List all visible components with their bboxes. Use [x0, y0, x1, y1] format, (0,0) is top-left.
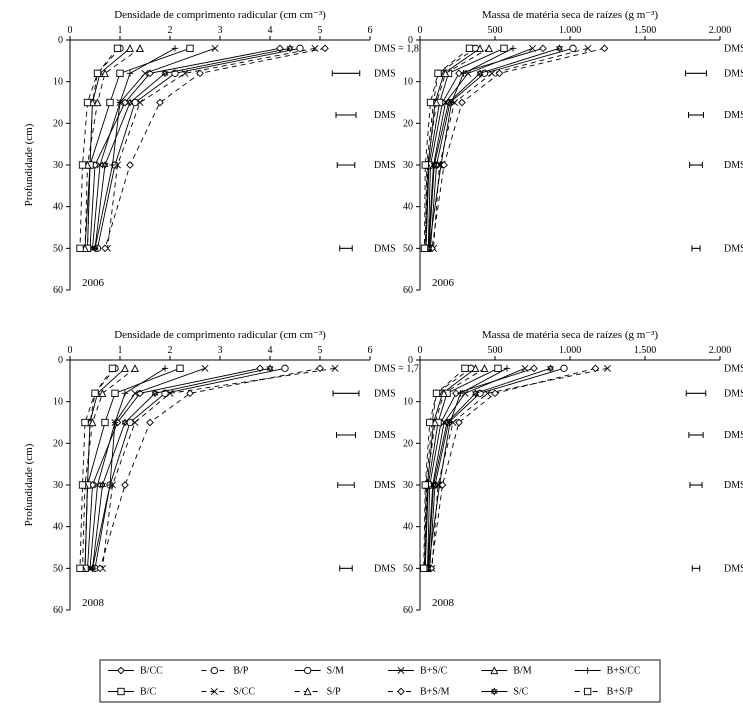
svg-text:3: 3	[218, 345, 223, 356]
figure-root: Densidade de comprimento radicular (cm c…	[0, 0, 743, 709]
svg-text:30: 30	[53, 160, 63, 171]
svg-text:DMS: DMS	[374, 563, 396, 574]
svg-text:50: 50	[403, 243, 413, 254]
svg-text:DMS: DMS	[374, 430, 396, 441]
svg-text:DMS: DMS	[374, 388, 396, 399]
svg-text:500: 500	[488, 25, 503, 36]
svg-text:40: 40	[53, 522, 63, 533]
svg-text:50: 50	[53, 563, 63, 574]
svg-text:6: 6	[368, 25, 373, 36]
svg-text:2008: 2008	[432, 597, 455, 609]
svg-text:S/P: S/P	[327, 687, 341, 698]
svg-text:3: 3	[218, 25, 223, 36]
svg-text:4: 4	[268, 345, 273, 356]
svg-text:0: 0	[58, 35, 63, 46]
svg-text:500: 500	[488, 345, 503, 356]
svg-text:DMS: DMS	[374, 68, 396, 79]
svg-text:0: 0	[58, 355, 63, 366]
svg-text:DMS: DMS	[724, 480, 743, 491]
svg-text:Densidade de comprimento radic: Densidade de comprimento radicular (cm c…	[114, 329, 326, 341]
svg-text:DMS: DMS	[724, 160, 743, 171]
svg-text:40: 40	[53, 202, 63, 213]
chart-svg: Densidade de comprimento radicular (cm c…	[0, 0, 743, 709]
svg-text:DMS: DMS	[724, 388, 743, 399]
svg-text:10: 10	[403, 77, 413, 88]
svg-text:4: 4	[268, 25, 273, 36]
svg-text:20: 20	[53, 118, 63, 129]
svg-text:B/P: B/P	[233, 666, 248, 677]
svg-text:5: 5	[318, 345, 323, 356]
svg-text:2.000: 2.000	[709, 345, 732, 356]
svg-text:10: 10	[53, 397, 63, 408]
svg-text:0: 0	[408, 355, 413, 366]
svg-text:60: 60	[53, 285, 63, 296]
svg-text:10: 10	[403, 397, 413, 408]
svg-text:Massa de matéria seca de raíze: Massa de matéria seca de raízes (g m⁻³)	[482, 9, 658, 21]
svg-text:60: 60	[403, 605, 413, 616]
svg-text:30: 30	[403, 160, 413, 171]
svg-text:B+S/CC: B+S/CC	[607, 666, 641, 677]
svg-text:30: 30	[53, 480, 63, 491]
svg-text:DMS: DMS	[374, 480, 396, 491]
svg-text:DMS: DMS	[724, 563, 743, 574]
svg-text:B/C: B/C	[140, 687, 156, 698]
svg-text:Profundidade (cm): Profundidade (cm)	[23, 443, 35, 526]
svg-text:DMS: DMS	[374, 110, 396, 121]
svg-text:20: 20	[53, 438, 63, 449]
svg-text:60: 60	[53, 605, 63, 616]
svg-text:1: 1	[118, 345, 123, 356]
svg-text:S/M: S/M	[327, 666, 344, 677]
svg-text:B+S/C: B+S/C	[420, 666, 448, 677]
svg-text:1.000: 1.000	[559, 345, 582, 356]
svg-text:DMS: DMS	[724, 243, 743, 254]
svg-text:0: 0	[408, 35, 413, 46]
svg-text:2: 2	[168, 25, 173, 36]
svg-text:B+S/P: B+S/P	[607, 687, 634, 698]
svg-text:B/M: B/M	[513, 666, 531, 677]
svg-text:50: 50	[53, 243, 63, 254]
svg-text:1: 1	[118, 25, 123, 36]
svg-text:S/C: S/C	[513, 687, 528, 698]
svg-text:DMS: DMS	[724, 110, 743, 121]
svg-text:6: 6	[368, 345, 373, 356]
svg-text:2008: 2008	[82, 597, 105, 609]
svg-text:0: 0	[68, 345, 73, 356]
svg-text:DMS: DMS	[724, 43, 743, 54]
svg-text:B/CC: B/CC	[140, 666, 163, 677]
svg-text:B+S/M: B+S/M	[420, 687, 450, 698]
svg-text:5: 5	[318, 25, 323, 36]
svg-text:50: 50	[403, 563, 413, 574]
svg-text:30: 30	[403, 480, 413, 491]
svg-text:1.500: 1.500	[634, 345, 657, 356]
svg-text:0: 0	[418, 345, 423, 356]
svg-text:DMS: DMS	[374, 243, 396, 254]
svg-text:40: 40	[403, 522, 413, 533]
svg-text:Massa de matéria seca de raíze: Massa de matéria seca de raízes (g m⁻³)	[482, 329, 658, 341]
svg-text:DMS: DMS	[724, 68, 743, 79]
svg-text:0: 0	[68, 25, 73, 36]
svg-text:2006: 2006	[432, 277, 455, 289]
svg-text:1.000: 1.000	[559, 25, 582, 36]
svg-text:20: 20	[403, 438, 413, 449]
svg-text:2: 2	[168, 345, 173, 356]
svg-text:40: 40	[403, 202, 413, 213]
svg-text:60: 60	[403, 285, 413, 296]
svg-text:1.500: 1.500	[634, 25, 657, 36]
svg-text:DMS: DMS	[374, 160, 396, 171]
svg-text:DMS: DMS	[724, 430, 743, 441]
svg-text:Densidade de comprimento radic: Densidade de comprimento radicular (cm c…	[114, 9, 326, 21]
svg-text:20: 20	[403, 118, 413, 129]
svg-text:Profundidade (cm): Profundidade (cm)	[23, 123, 35, 206]
svg-text:10: 10	[53, 77, 63, 88]
svg-text:0: 0	[418, 25, 423, 36]
svg-text:2006: 2006	[82, 277, 105, 289]
svg-text:S/CC: S/CC	[233, 687, 255, 698]
svg-text:DMS: DMS	[724, 363, 743, 374]
svg-text:2.000: 2.000	[709, 25, 732, 36]
